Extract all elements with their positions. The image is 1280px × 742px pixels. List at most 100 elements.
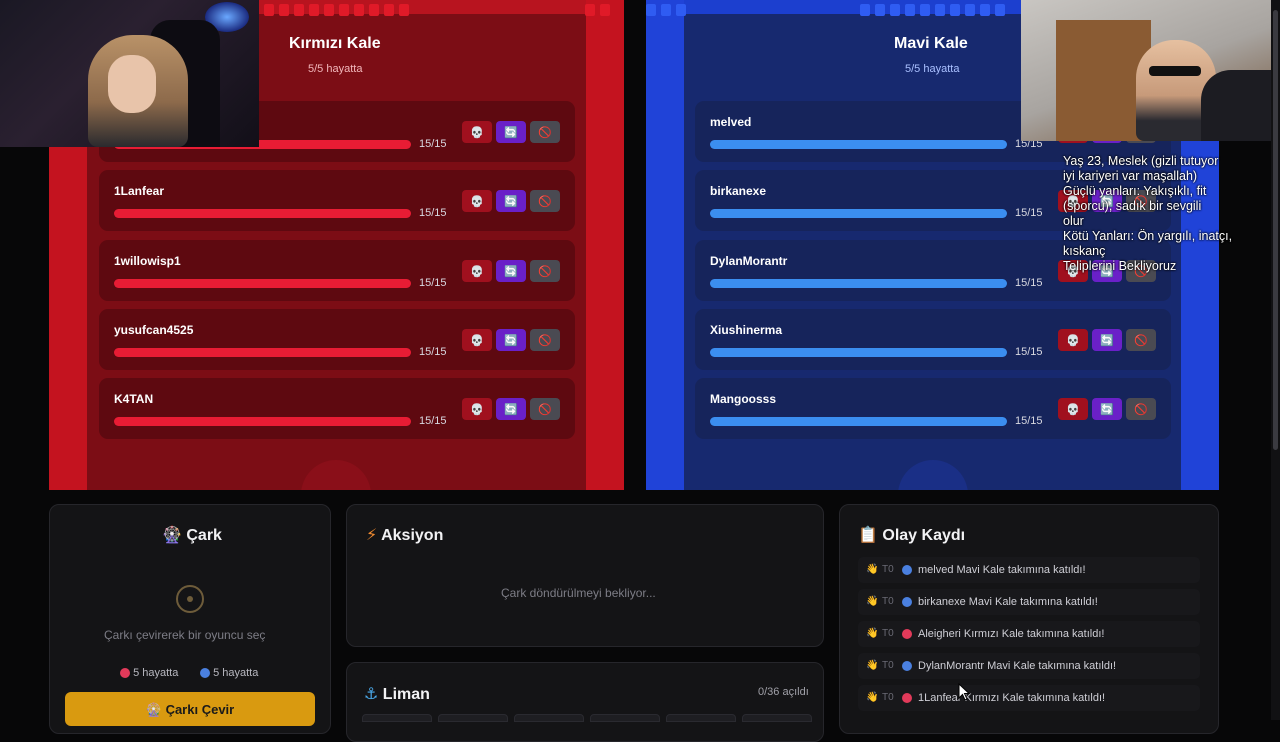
eliminate-button[interactable]: 💀	[462, 121, 492, 143]
overlay-line: kıskanç	[1063, 244, 1106, 258]
hp-bar	[710, 209, 1007, 218]
team-dot	[902, 693, 912, 703]
team-dot	[902, 597, 912, 607]
ban-button[interactable]: 🚫	[1126, 329, 1156, 351]
mouse-cursor-icon	[958, 683, 970, 701]
harbor-slot[interactable]	[514, 714, 584, 722]
log-entry: 👋 T0 Aleigheri Kırmızı Kale takımına kat…	[858, 621, 1200, 647]
log-message: melved Mavi Kale takımına katıldı!	[918, 564, 1086, 576]
eliminate-button[interactable]: 💀	[1058, 190, 1088, 212]
player-card: DylanMorantr 15/15 💀 🔄 🚫	[695, 240, 1171, 301]
log-message: DylanMorantr Mavi Kale takımına katıldı!	[918, 660, 1117, 672]
ban-button[interactable]: 🚫	[1126, 190, 1156, 212]
blue-merlons	[860, 4, 1005, 16]
red-tower-right	[586, 0, 624, 490]
lightning-icon: ⚡	[366, 527, 378, 544]
eliminate-button[interactable]: 💀	[1058, 260, 1088, 282]
swap-button[interactable]: 🔄	[1092, 398, 1122, 420]
harbor-slot[interactable]	[438, 714, 508, 722]
action-panel	[346, 504, 824, 647]
wheel-panel-title: 🎡 Çark	[162, 525, 222, 545]
blue-merlons-left	[646, 4, 686, 16]
wave-icon: 👋	[866, 692, 879, 703]
event-log-title: 📋 Olay Kaydı	[858, 525, 965, 545]
eliminate-button[interactable]: 💀	[1058, 398, 1088, 420]
eliminate-button[interactable]: 💀	[462, 329, 492, 351]
swap-button[interactable]: 🔄	[1092, 329, 1122, 351]
swap-button[interactable]: 🔄	[1092, 260, 1122, 282]
player-name: K4TAN	[114, 392, 154, 406]
harbor-slot[interactable]	[590, 714, 660, 722]
overlay-line: Kötü Yanları: Ön yargılı, inatçı,	[1063, 229, 1233, 243]
hp-bar	[710, 348, 1007, 357]
ban-button[interactable]: 🚫	[1126, 260, 1156, 282]
log-title-text: Olay Kaydı	[882, 527, 966, 544]
anchor-icon: ⚓	[364, 686, 379, 703]
scrollbar-thumb[interactable]	[1273, 10, 1278, 450]
spin-wheel-button[interactable]: 🎡 Çarkı Çevir	[65, 692, 315, 726]
blue-tower-left	[646, 0, 684, 490]
eliminate-button[interactable]: 💀	[462, 260, 492, 282]
swap-button[interactable]: 🔄	[1092, 190, 1122, 212]
hp-bar	[114, 209, 411, 218]
overlay-line: olur	[1063, 214, 1084, 228]
blue-alive-count: 5 hayatta	[200, 667, 258, 679]
log-entry: 👋 T0 DylanMorantr Mavi Kale takımına kat…	[858, 653, 1200, 679]
swap-button[interactable]: 🔄	[496, 329, 526, 351]
hp-text: 15/15	[1015, 415, 1043, 427]
webcam-streamer-right	[1021, 0, 1280, 141]
player-card: yusufcan4525 15/15 💀 🔄 🚫	[99, 309, 575, 370]
ban-button[interactable]: 🚫	[530, 121, 560, 143]
harbor-slot[interactable]	[362, 714, 432, 722]
player-name: Mangoosss	[710, 392, 777, 406]
hp-text: 15/15	[419, 207, 447, 219]
overlay-line: (sporcu), sadık bir sevgili	[1063, 199, 1202, 213]
action-panel-title: ⚡ Aksiyon	[366, 525, 443, 545]
ban-button[interactable]: 🚫	[530, 398, 560, 420]
ban-button[interactable]: 🚫	[530, 190, 560, 212]
harbor-panel-title: ⚓ Liman	[364, 684, 430, 704]
action-title-text: Aksiyon	[381, 527, 444, 544]
wave-icon: 👋	[866, 628, 879, 639]
log-turn: T0	[882, 660, 894, 671]
blue-castle-alive: 5/5 hayatta	[905, 63, 960, 75]
ban-button[interactable]: 🚫	[1126, 398, 1156, 420]
eliminate-button[interactable]: 💀	[462, 190, 492, 212]
log-message: 1Lanfear Kırmızı Kale takımına katıldı!	[918, 692, 1106, 704]
wave-icon: 👋	[866, 660, 879, 671]
stream-overlay-text: Yaş 23, Meslek (gizli tutuyor iyi kariye…	[1063, 154, 1258, 274]
swap-button[interactable]: 🔄	[496, 190, 526, 212]
webcam-glasses	[1149, 66, 1201, 76]
harbor-slot[interactable]	[666, 714, 736, 722]
hp-bar	[114, 140, 411, 149]
page-scrollbar[interactable]	[1271, 0, 1280, 720]
player-card: Mangoosss 15/15 💀 🔄 🚫	[695, 378, 1171, 439]
ferris-wheel-icon: 🎡	[162, 527, 182, 544]
wheel-title-text: Çark	[186, 527, 222, 544]
player-card: birkanexe 15/15 💀 🔄 🚫	[695, 170, 1171, 231]
player-card: 1Lanfear 15/15 💀 🔄 🚫	[99, 170, 575, 231]
swap-button[interactable]: 🔄	[496, 260, 526, 282]
ban-button[interactable]: 🚫	[530, 329, 560, 351]
eliminate-button[interactable]: 💀	[462, 398, 492, 420]
action-waiting-text: Çark döndürülmeyi bekliyor...	[501, 586, 656, 600]
log-message: Aleigheri Kırmızı Kale takımına katıldı!	[918, 628, 1105, 640]
harbor-slot[interactable]	[742, 714, 812, 722]
player-name: yusufcan4525	[114, 323, 194, 337]
player-name: DylanMorantr	[710, 254, 788, 268]
overlay-line: iyi kariyeri var maşallah)	[1063, 169, 1198, 183]
harbor-title-text: Liman	[382, 686, 430, 703]
player-name: 1willowisp1	[114, 254, 181, 268]
hp-text: 15/15	[419, 415, 447, 427]
hp-text: 15/15	[1015, 138, 1043, 150]
red-team-dot	[120, 668, 130, 679]
hp-text: 15/15	[419, 346, 447, 358]
hp-text: 15/15	[1015, 207, 1043, 219]
red-alive-text: 5 hayatta	[133, 667, 179, 679]
player-name: melved	[710, 115, 752, 129]
swap-button[interactable]: 🔄	[496, 398, 526, 420]
swap-button[interactable]: 🔄	[496, 121, 526, 143]
eliminate-button[interactable]: 💀	[1058, 329, 1088, 351]
ban-button[interactable]: 🚫	[530, 260, 560, 282]
webcam-streamer-left	[0, 0, 259, 147]
